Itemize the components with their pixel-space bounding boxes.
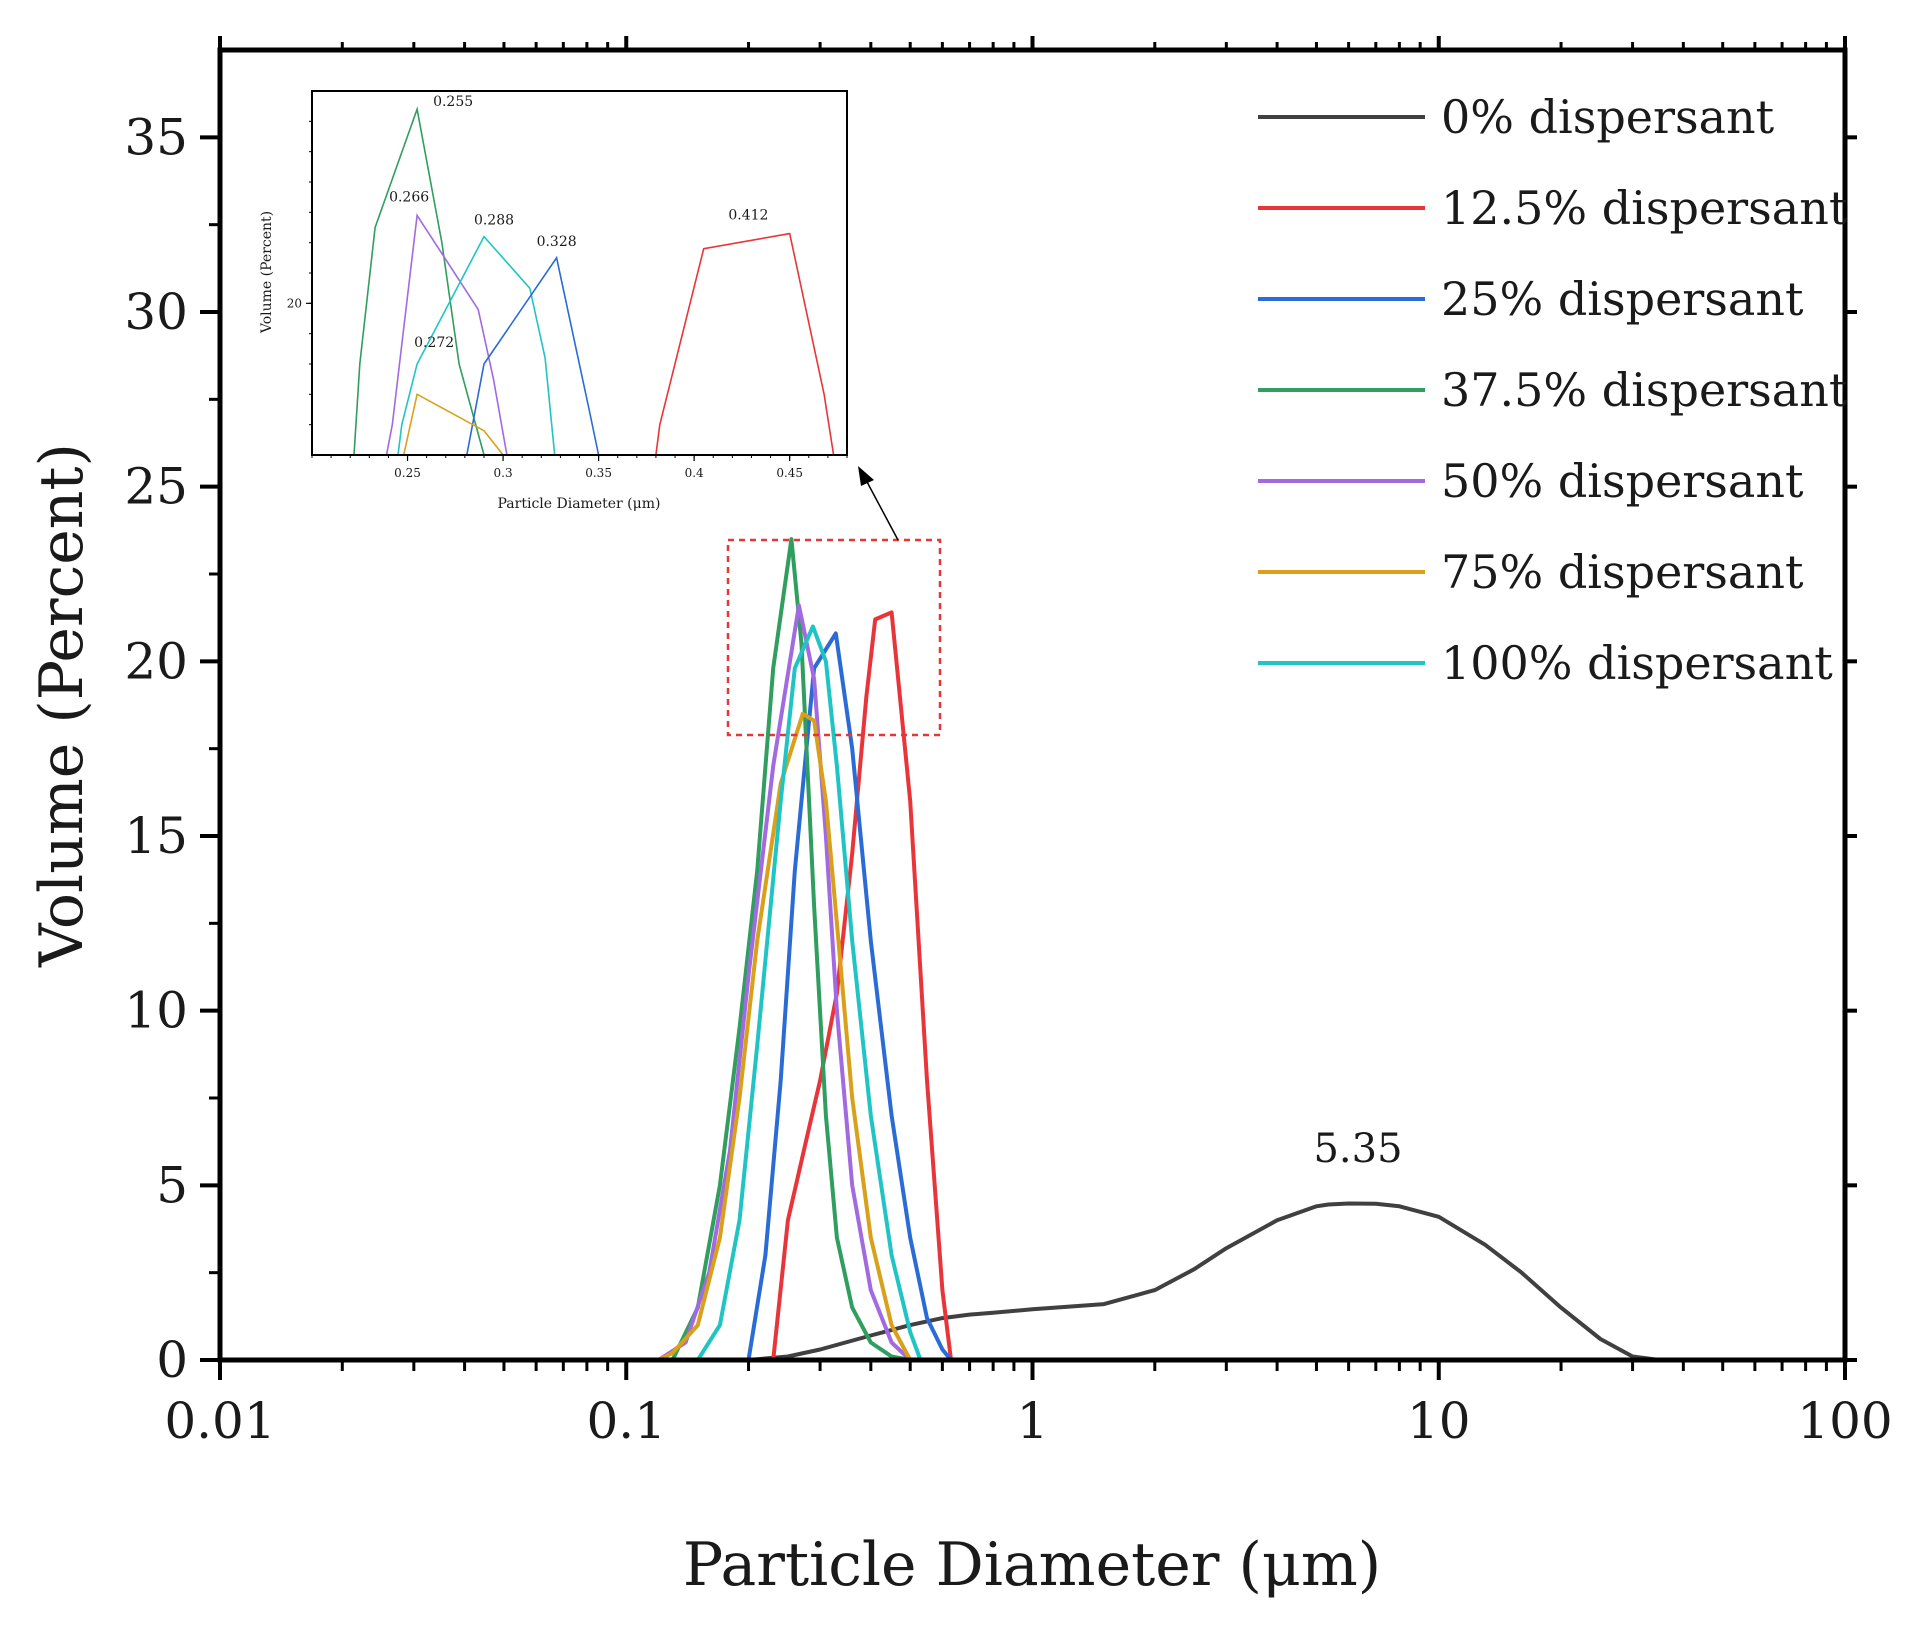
series-line-2 bbox=[626, 631, 1845, 1362]
series-line-5 bbox=[626, 711, 1845, 1362]
y-tick-label-3: 15 bbox=[124, 807, 188, 865]
legend-label-3: 37.5% dispersant bbox=[1441, 363, 1848, 417]
inset-x-tick-label-1: 0.3 bbox=[494, 466, 513, 480]
inset-series-line-1 bbox=[385, 213, 508, 456]
inset-y-axis-title: Volume (Percent) bbox=[259, 211, 275, 334]
inset-x-tick-label-0: 0.25 bbox=[394, 466, 421, 480]
inset-series-line-3 bbox=[466, 255, 600, 456]
x-tick-label-0: 0.01 bbox=[164, 1392, 275, 1450]
inset-x-axis-title: Particle Diameter (μm) bbox=[498, 496, 661, 512]
y-tick-label-5: 25 bbox=[124, 458, 188, 516]
inset-peak-label-1: 0.266 bbox=[389, 189, 429, 205]
inset-x-tick-label-4: 0.45 bbox=[776, 466, 803, 480]
zoom-region-box bbox=[726, 538, 942, 737]
x-tick-label-3: 10 bbox=[1407, 1392, 1471, 1450]
inset-peak-labels: 0.255 0.266 0.288 0.328 0.412 0.272 bbox=[389, 94, 768, 351]
inset-peak-label-2: 0.288 bbox=[474, 213, 514, 229]
x-tick-label-4: 100 bbox=[1797, 1392, 1892, 1450]
inset-series-line-5 bbox=[402, 393, 504, 456]
legend-label-4: 50% dispersant bbox=[1441, 454, 1804, 508]
peak-annotation-label: 5.35 bbox=[1313, 1126, 1402, 1172]
y-axis-title: Volume (Percent) bbox=[27, 443, 97, 968]
inset-peak-label-0: 0.255 bbox=[433, 94, 473, 110]
legend: 0% dispersant 12.5% dispersant 25% dispers… bbox=[1258, 90, 1848, 690]
inset-series-line-2 bbox=[397, 235, 556, 456]
series-line-1 bbox=[626, 610, 1845, 1362]
series-line-6 bbox=[626, 624, 1845, 1362]
inset-series-line-0 bbox=[353, 106, 485, 456]
y-tick-label-4: 20 bbox=[124, 632, 188, 690]
x-tick-label-1: 0.1 bbox=[586, 1392, 666, 1450]
legend-label-1: 12.5% dispersant bbox=[1441, 181, 1848, 235]
series-line-0 bbox=[626, 1201, 1845, 1362]
y-tick-label-7: 35 bbox=[124, 108, 188, 166]
inset-x-tick-label-3: 0.4 bbox=[685, 466, 704, 480]
inset-peak-label-3: 0.328 bbox=[537, 234, 577, 250]
legend-label-2: 25% dispersant bbox=[1441, 272, 1804, 326]
zoom-connector-arrowhead bbox=[858, 466, 874, 486]
legend-label-6: 100% dispersant bbox=[1441, 636, 1833, 690]
y-tick-label-2: 10 bbox=[124, 982, 188, 1040]
inset-peak-label-5: 0.272 bbox=[414, 335, 454, 351]
main-plot-series bbox=[626, 537, 1845, 1362]
zoom-connector-line bbox=[865, 479, 899, 541]
inset-x-tick-label-2: 0.35 bbox=[585, 466, 612, 480]
y-tick-label-1: 5 bbox=[156, 1156, 188, 1214]
main-plot-frame bbox=[217, 47, 1848, 1363]
series-line-3 bbox=[626, 537, 1845, 1362]
x-tick-label-2: 1 bbox=[1017, 1392, 1049, 1450]
inset-peak-label-4: 0.412 bbox=[728, 208, 768, 224]
inset-background bbox=[312, 91, 847, 455]
inset-series-line-4 bbox=[655, 232, 835, 456]
inset-frame bbox=[311, 90, 848, 456]
x-axis-title: Particle Diameter (μm) bbox=[683, 1530, 1381, 1600]
y-tick-label-0: 0 bbox=[156, 1331, 188, 1389]
y-tick-label-6: 30 bbox=[124, 283, 188, 341]
legend-label-5: 75% dispersant bbox=[1441, 545, 1804, 599]
inset-y-tick-label-0: 20 bbox=[287, 296, 302, 310]
legend-label-0: 0% dispersant bbox=[1441, 90, 1775, 144]
inset-series bbox=[353, 106, 835, 456]
